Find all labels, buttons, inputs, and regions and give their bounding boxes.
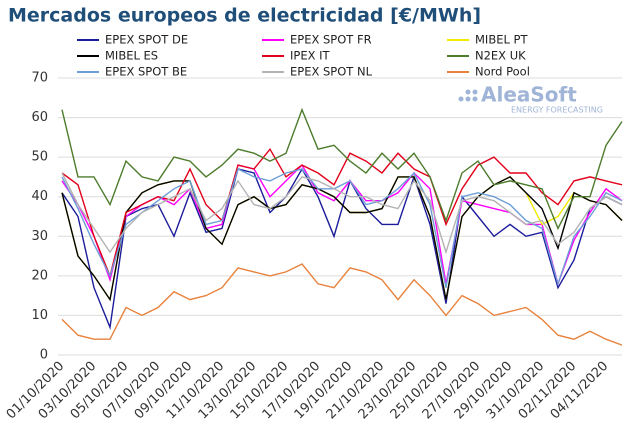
legend-label: IPEX IT (290, 49, 331, 63)
series-line (61, 107, 623, 231)
y-tick-label: 70 (31, 71, 48, 86)
series-line (61, 263, 623, 346)
y-tick-label: 50 (31, 150, 48, 165)
y-tick-label: 40 (31, 189, 48, 204)
series-line (61, 163, 623, 287)
legend-label: MIBEL ES (105, 49, 158, 63)
legend-label: EPEX SPOT BE (105, 65, 187, 79)
watermark-subtitle: ENERGY FORECASTING (511, 106, 603, 115)
watermark-text: AleaSoft (481, 83, 577, 107)
y-tick-label: 0 (40, 348, 48, 363)
y-tick-label: 10 (31, 308, 48, 323)
series-line (61, 168, 623, 288)
grid (58, 77, 622, 356)
y-tick-label: 60 (31, 110, 48, 125)
series-line (61, 172, 623, 255)
legend-label: N2EX UK (475, 49, 526, 63)
legend-label: MIBEL PT (475, 33, 528, 47)
legend-label: EPEX SPOT NL (290, 65, 373, 79)
y-tick-label: 20 (31, 268, 48, 283)
series-line (61, 176, 623, 302)
series-line (61, 147, 623, 279)
legend-label: EPEX SPOT FR (290, 33, 372, 47)
watermark: AleaSoft ENERGY FORECASTING (458, 83, 603, 115)
legend-label: EPEX SPOT DE (105, 33, 188, 47)
legend-label: Nord Pool (475, 65, 530, 79)
series-line (61, 176, 623, 302)
y-tick-label: 30 (31, 229, 48, 244)
chart-title: Mercados europeos de electricidad [€/MWh… (8, 5, 481, 27)
